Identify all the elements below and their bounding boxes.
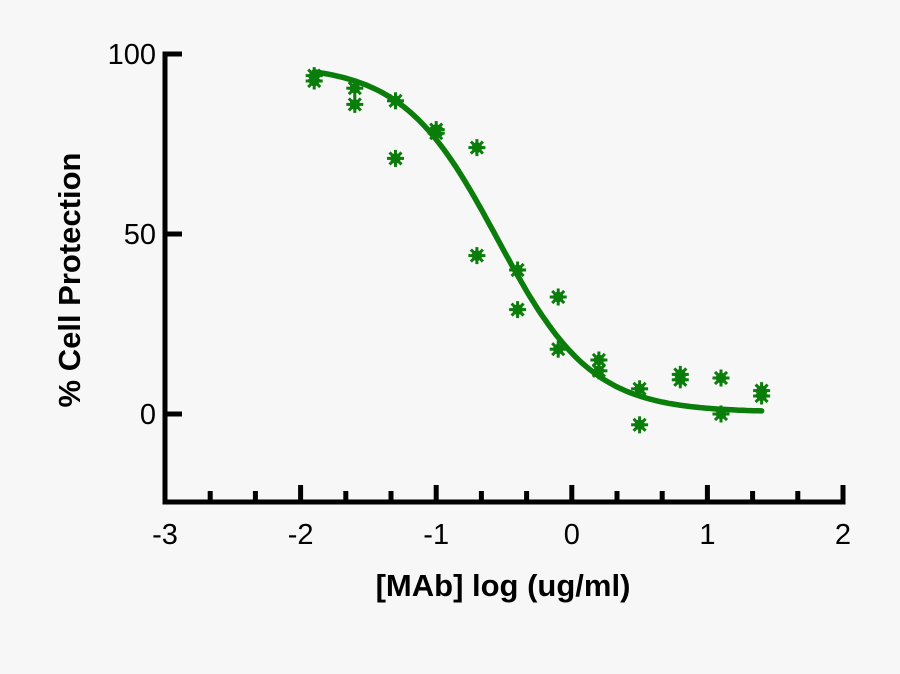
asterisk-marker-icon xyxy=(590,362,608,380)
asterisk-marker-icon xyxy=(305,67,323,85)
asterisk-marker-icon xyxy=(387,92,404,110)
axes: 0 50 100 -3 -2 -1 0 1 2 xyxy=(108,39,851,551)
asterisk-marker-icon xyxy=(346,79,364,97)
x-tick-label: -3 xyxy=(152,519,178,551)
x-tick-label: 2 xyxy=(835,519,851,551)
x-tick-label: 1 xyxy=(699,519,715,551)
asterisk-marker-icon xyxy=(631,380,649,398)
asterisk-marker-icon xyxy=(712,405,730,423)
fit-line xyxy=(311,69,765,414)
asterisk-marker-icon xyxy=(549,340,567,358)
x-tick-label: -2 xyxy=(288,519,314,551)
asterisk-marker-icon xyxy=(468,247,486,265)
asterisk-marker-icon xyxy=(712,369,730,387)
y-tick-label: 50 xyxy=(124,219,156,251)
asterisk-marker-icon xyxy=(753,387,771,405)
data-points xyxy=(305,67,771,434)
x-axis-title: [MAb] log (ug/ml) xyxy=(376,568,631,603)
y-tick-label: 100 xyxy=(108,39,156,71)
asterisk-marker-icon xyxy=(549,288,567,306)
asterisk-marker-icon xyxy=(509,261,527,279)
y-tick-label: 0 xyxy=(140,399,156,431)
x-tick-label: -1 xyxy=(423,519,449,551)
asterisk-marker-icon xyxy=(387,149,404,167)
fit-curve xyxy=(311,69,765,414)
y-axis-title: % Cell Protection xyxy=(52,153,87,408)
asterisk-marker-icon xyxy=(346,95,364,113)
asterisk-marker-icon xyxy=(671,371,689,389)
asterisk-marker-icon xyxy=(631,416,649,434)
asterisk-marker-icon xyxy=(427,124,445,142)
asterisk-marker-icon xyxy=(468,139,486,157)
asterisk-marker-icon xyxy=(509,301,527,319)
x-tick-label: 0 xyxy=(564,519,580,551)
